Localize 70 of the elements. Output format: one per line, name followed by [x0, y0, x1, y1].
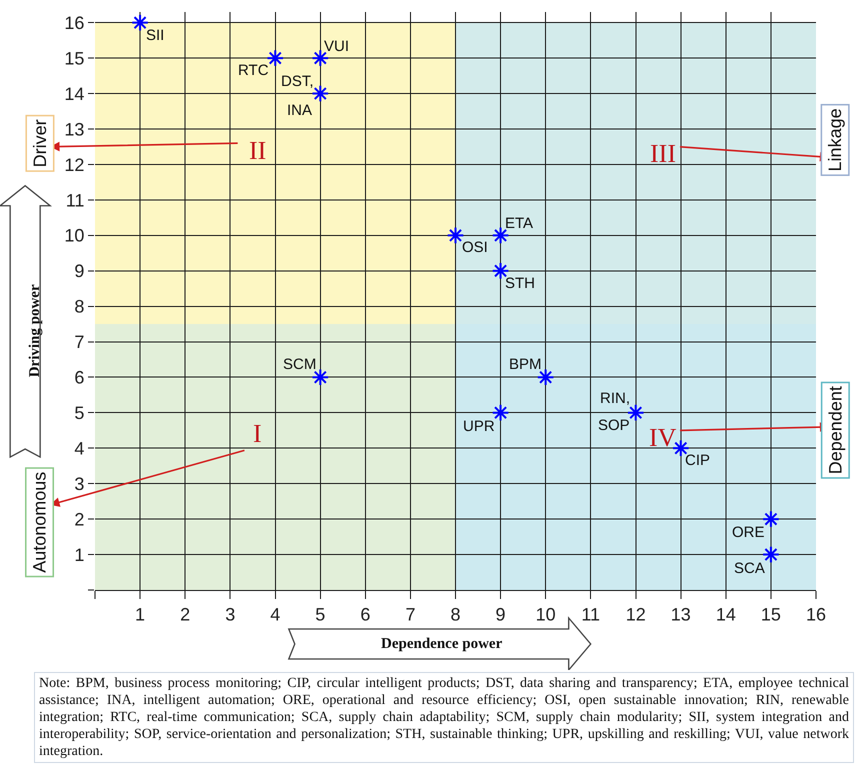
x-tick-label: 9: [496, 604, 506, 625]
point: [492, 226, 510, 244]
annotation: OSI: [462, 239, 488, 256]
annotation: UPR: [463, 418, 495, 435]
x-tick-label: 6: [360, 604, 370, 625]
annotation: CIP: [685, 452, 710, 469]
annotation: ETA: [505, 215, 534, 232]
y-tick-label: 2: [74, 509, 84, 530]
y-tick-label: 4: [74, 438, 84, 458]
annotation: INA: [287, 102, 312, 119]
annotation: IV: [649, 423, 677, 452]
x-tick-label: 8: [450, 604, 461, 625]
point: [266, 49, 284, 67]
x-tick-label: 7: [405, 604, 416, 625]
y-tick-label: 7: [74, 332, 84, 352]
annotation: SOP: [598, 417, 630, 434]
y-tick-label: 15: [64, 48, 84, 68]
y-tick-label: 3: [74, 474, 84, 494]
y-tick-label: 14: [64, 84, 84, 104]
text: Note: BPM, business process monitoring; CIP, circular intelligent products; DST, data sharing and transparency; ETA, employee technical assistance; INA, intelligent automation; ORE, operational and resource efficiency; OSI, open sustainable innovation; RIN, renewable integration; RTC, real-time communication; SCA, supply chain adaptability; SCM, supply chain modularity; SII, system integration and interoperability; SOP, service-orientation and personalization; STH, sustainable thinking; UPR, upskilling and reskilling; VUI, value network integration.: [34, 672, 854, 763]
y-tick-label: 16: [64, 12, 84, 33]
x-tick-label: 4: [270, 604, 280, 625]
annotation: II: [249, 136, 266, 165]
y-tick-label: 6: [74, 368, 84, 388]
point: [446, 226, 464, 244]
annotation: RIN,: [600, 390, 630, 407]
point: [131, 14, 149, 32]
x-tick-label: 3: [225, 604, 236, 625]
annotation: SCM: [283, 356, 316, 373]
y-tick-label: 12: [64, 154, 84, 175]
annotation: SII: [146, 27, 164, 44]
x-tick-label: 2: [180, 604, 190, 625]
y-axis-title: Driving power: [27, 284, 44, 378]
point: [536, 368, 554, 386]
x-tick-label: 1: [135, 604, 146, 625]
text: Linkage: [825, 108, 846, 172]
annotation: SCA: [734, 560, 765, 577]
annotation: I: [253, 419, 262, 448]
y-tick-label: 8: [74, 296, 84, 317]
x-tick-label: 10: [536, 604, 556, 625]
x-tick-label: 16: [806, 604, 826, 625]
annotation: VUI: [324, 38, 350, 55]
point: [762, 546, 780, 564]
annotation: III: [650, 139, 676, 168]
x-tick-label: 5: [315, 604, 326, 625]
x-tick-label: 11: [581, 604, 600, 625]
text: Dependent: [825, 386, 846, 474]
x-tick-label: 14: [716, 604, 736, 625]
point: [312, 84, 330, 102]
annotation: RTC: [238, 62, 269, 79]
text: Autonomous: [30, 472, 50, 573]
y-tick-label: 13: [64, 119, 84, 140]
x-axis-title: Dependence power: [381, 636, 503, 652]
annotation: STH: [505, 275, 535, 292]
annotation: ORE: [732, 524, 765, 541]
x-tick-label: 15: [760, 604, 781, 625]
point: [492, 404, 510, 422]
y-tick-label: 1: [74, 544, 84, 565]
annotation: BPM: [509, 356, 542, 373]
point: [762, 510, 780, 528]
text: Driver: [30, 119, 50, 168]
y-tick-label: 10: [64, 226, 84, 246]
y-tick-label: 5: [74, 403, 84, 423]
annotation: DST,: [281, 73, 314, 90]
x-tick-label: 12: [626, 604, 646, 625]
y-tick-label: 11: [66, 190, 84, 210]
point: [626, 404, 645, 422]
point: [312, 368, 330, 386]
x-tick-label: 13: [670, 604, 691, 625]
y-tick-label: 9: [74, 261, 84, 282]
